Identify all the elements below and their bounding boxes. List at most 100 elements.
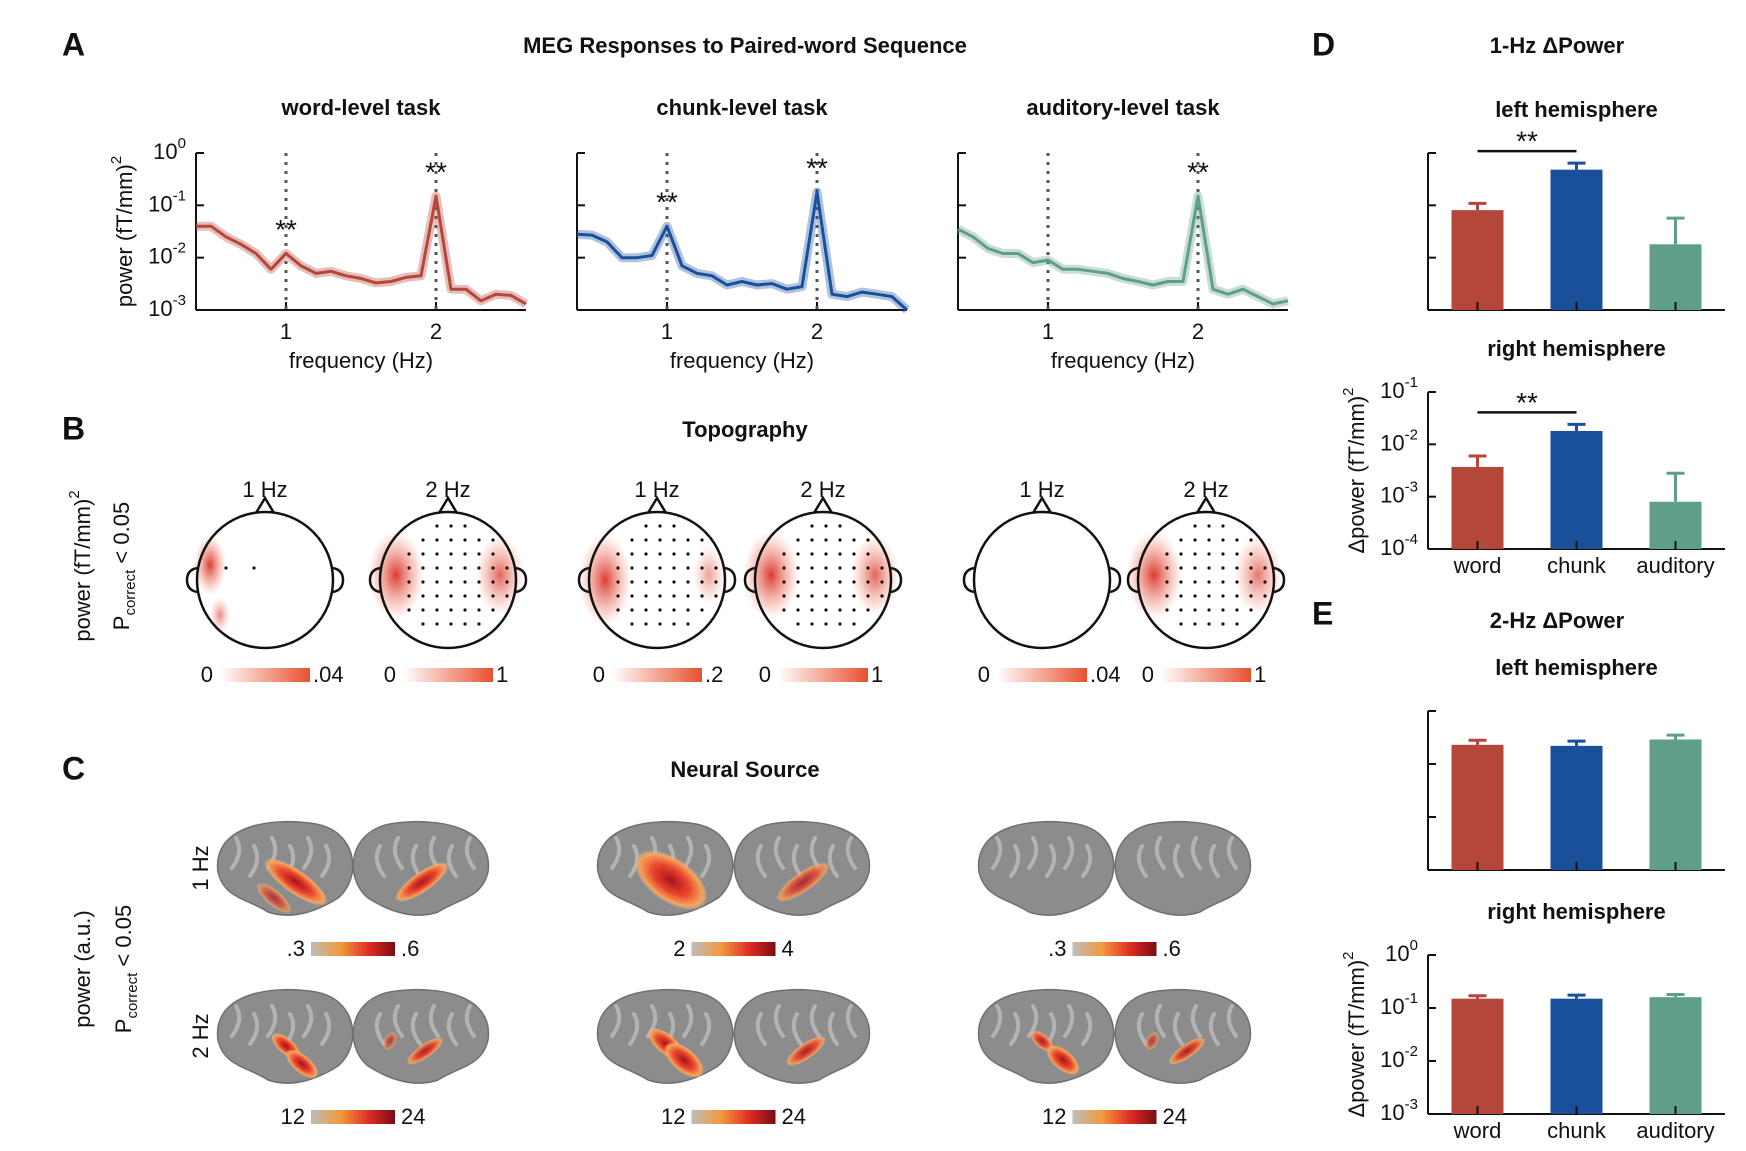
sensor [796, 608, 800, 612]
gyrus [1172, 1012, 1184, 1046]
sensor [1235, 608, 1239, 612]
sensor [686, 608, 690, 612]
colorbar-label: 24 [782, 1104, 806, 1129]
bar [1550, 998, 1603, 1114]
ear [724, 566, 737, 594]
y-axis-label-part: 2 [1340, 951, 1357, 959]
gyrus [1172, 844, 1184, 878]
sensor [407, 566, 411, 570]
nose [1195, 495, 1217, 514]
y-tick-label-part: -2 [1405, 1043, 1418, 1060]
y-tick-label: 10-2 [148, 240, 186, 268]
gyrus [791, 1012, 803, 1046]
sensor [491, 566, 495, 570]
nose [1031, 495, 1053, 514]
y-tick-label-part: 10 [1385, 941, 1409, 966]
ear [515, 566, 528, 594]
sensor [1207, 552, 1211, 556]
colorbar [311, 942, 395, 956]
ear [332, 566, 345, 594]
sensor [658, 566, 662, 570]
y-tick-label-part: -3 [1405, 1096, 1418, 1113]
brain [733, 821, 871, 916]
sensor [1207, 622, 1211, 626]
colorbar-label: 12 [661, 1104, 685, 1129]
gyrus [845, 836, 857, 870]
sensor [852, 566, 856, 570]
sensor [449, 608, 453, 612]
y-tick-label: 10-3 [1380, 479, 1418, 507]
significance-label: ** [1516, 387, 1538, 418]
sensor [1193, 608, 1197, 612]
colorbar-label: 4 [782, 936, 794, 961]
sensor [714, 594, 718, 598]
activation [256, 882, 292, 914]
chart-title: left hemisphere [1495, 655, 1658, 680]
sensor [1221, 524, 1225, 528]
gyrus [1208, 844, 1220, 878]
gyrus [827, 844, 839, 878]
activation [285, 1049, 319, 1079]
colorbar-label: 1 [496, 662, 508, 687]
colorbar-label: .2 [705, 662, 723, 687]
x-axis-label: frequency (Hz) [1051, 348, 1195, 373]
brain [352, 821, 490, 916]
sensor [824, 622, 828, 626]
sensor [810, 538, 814, 542]
significance-label: ** [425, 157, 447, 188]
sensor [700, 594, 704, 598]
sensor [1165, 566, 1169, 570]
sensor [838, 608, 842, 612]
sensor [1165, 608, 1169, 612]
y-tick-label-part: -2 [173, 240, 186, 257]
sensor [1235, 538, 1239, 542]
sensor [477, 552, 481, 556]
x-tick-label: 1 [661, 319, 673, 344]
activation [1144, 1031, 1160, 1051]
sensor [435, 594, 439, 598]
sensor [1193, 538, 1197, 542]
bar [1649, 244, 1702, 310]
sensor [838, 622, 842, 626]
gyrus [392, 1004, 404, 1038]
bar [1649, 739, 1702, 870]
colorbar [1072, 1110, 1157, 1124]
activation [776, 861, 830, 903]
sensor [630, 552, 634, 556]
y-axis-label-part: power (a.u.) [70, 910, 95, 1027]
sensor [421, 622, 425, 626]
y-tick-label-part: -2 [1405, 427, 1418, 444]
sensor [810, 552, 814, 556]
sensor [616, 608, 620, 612]
sensor [810, 524, 814, 528]
sensor [1193, 566, 1197, 570]
sensor [796, 580, 800, 584]
head [753, 510, 893, 650]
colorbar-label: 0 [759, 662, 771, 687]
panel-label: C [62, 750, 85, 786]
line-band [955, 191, 1289, 309]
gyrus [1027, 836, 1039, 870]
sensor [1249, 580, 1253, 584]
y-axis-label-part: 2 [1340, 387, 1357, 395]
sensor [1165, 580, 1169, 584]
activation-blob [1126, 531, 1182, 619]
x-tick-label: 1 [1042, 319, 1054, 344]
line-band [196, 191, 529, 308]
y-axis-label-part: P [109, 616, 134, 631]
sensor [1193, 594, 1197, 598]
gyrus [320, 1012, 332, 1046]
colorbar-label: 1 [871, 662, 883, 687]
sensor [852, 622, 856, 626]
sensor [407, 608, 411, 612]
sensor [644, 580, 648, 584]
sensor [824, 594, 828, 598]
gyrus [1136, 844, 1148, 878]
y-axis-label-part: correct [124, 972, 141, 1019]
chart-title: auditory-level task [1026, 95, 1220, 120]
activation [382, 1031, 398, 1051]
colorbar [403, 668, 493, 682]
y-tick-label-part: 10 [1380, 1100, 1404, 1125]
head [972, 510, 1112, 650]
sensor [449, 538, 453, 542]
